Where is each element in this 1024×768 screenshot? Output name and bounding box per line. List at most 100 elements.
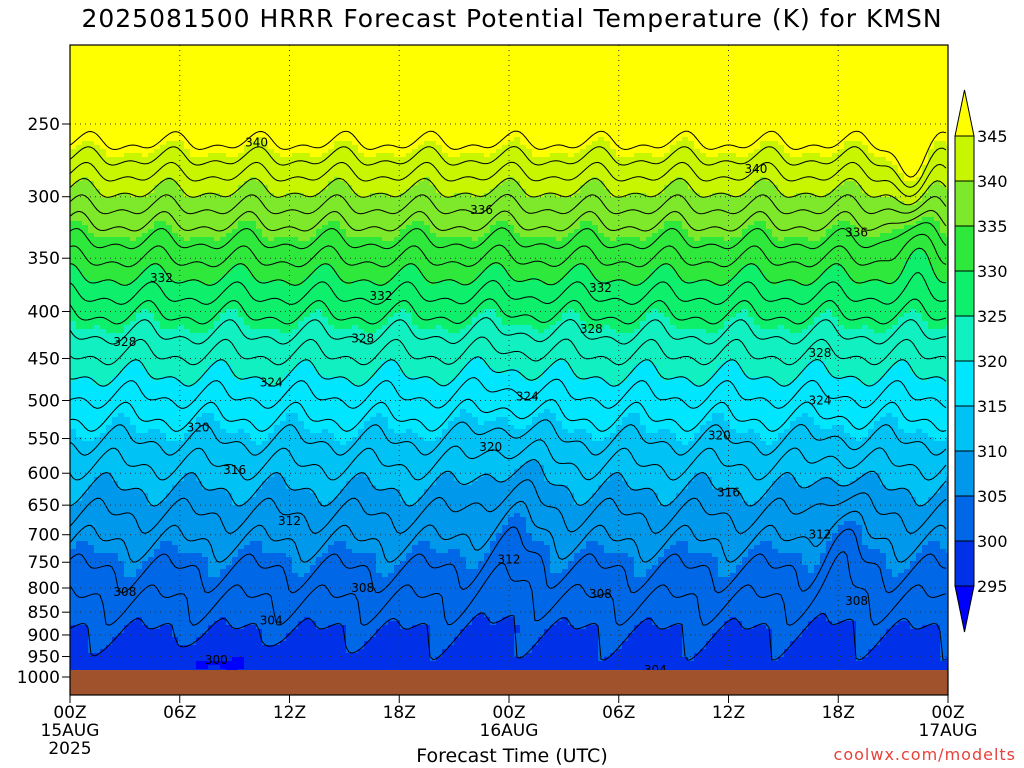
fill-cell (460, 409, 467, 486)
fill-cell (430, 45, 437, 142)
y-tick-label: 500 (28, 392, 60, 412)
fill-cell (460, 485, 467, 558)
fill-cell (226, 625, 233, 662)
colorbar-band (954, 315, 975, 362)
fill-cell (922, 433, 929, 506)
fill-cell (202, 285, 209, 334)
fill-cell (334, 329, 341, 378)
fill-cell (358, 237, 365, 282)
fill-cell (328, 325, 335, 378)
fill-cell (682, 181, 689, 230)
fill-cell (538, 541, 545, 638)
fill-cell (838, 149, 845, 186)
fill-cell (154, 381, 161, 430)
fill-cell (160, 433, 167, 502)
fill-cell (730, 153, 737, 198)
fill-cell (772, 441, 779, 482)
fill-cell (670, 433, 677, 502)
fill-cell (646, 237, 653, 278)
fill-cell (184, 329, 191, 386)
fill-cell (946, 385, 948, 438)
fill-cell (568, 625, 575, 695)
fill-cell (148, 377, 155, 430)
fill-cell (340, 141, 347, 182)
fill-cell (160, 377, 167, 434)
fill-cell (196, 417, 203, 482)
fill-cell (274, 425, 281, 474)
fill-cell (442, 385, 449, 430)
fill-cell (118, 489, 125, 562)
fill-cell (898, 201, 905, 230)
fill-cell (946, 553, 948, 658)
fill-cell (496, 149, 503, 186)
fill-cell (136, 277, 143, 314)
fill-cell (790, 237, 797, 282)
fill-cell (850, 329, 857, 378)
fill-cell (346, 45, 353, 142)
fill-cell (658, 377, 665, 430)
fill-cell (754, 625, 761, 695)
y-tick-label: 850 (28, 603, 60, 623)
fill-cell (142, 197, 149, 234)
fill-cell (364, 281, 371, 334)
fill-cell (526, 281, 533, 326)
fill-cell (658, 265, 665, 314)
fill-cell (406, 377, 413, 430)
fill-cell (340, 445, 347, 490)
fill-cell (286, 633, 293, 695)
fill-cell (112, 197, 119, 238)
fill-cell (898, 429, 905, 490)
fill-cell (328, 501, 335, 546)
fill-cell (766, 181, 773, 230)
fill-cell (862, 325, 869, 386)
fill-cell (262, 329, 269, 382)
fill-cell (202, 413, 209, 490)
fill-cell (592, 225, 599, 278)
fill-cell (784, 45, 791, 154)
fill-cell (478, 425, 485, 478)
fill-cell (700, 329, 707, 386)
fill-cell (436, 437, 443, 478)
fill-cell (118, 237, 125, 286)
fill-cell (292, 573, 299, 630)
fill-cell (400, 269, 407, 310)
fill-cell (166, 441, 173, 494)
fill-cell (850, 225, 857, 282)
fill-cell (484, 157, 491, 194)
fill-cell (640, 425, 647, 490)
fill-cell (754, 545, 761, 626)
fill-cell (772, 481, 779, 550)
fill-cell (880, 197, 887, 234)
fill-cell (130, 425, 137, 490)
fill-cell (892, 577, 899, 626)
fill-cell (562, 429, 569, 486)
fill-cell (118, 413, 125, 490)
contour-label: 304 (260, 614, 283, 628)
fill-cell (502, 221, 509, 270)
fill-cell (820, 45, 827, 158)
fill-cell (928, 437, 935, 498)
fill-cell (370, 193, 377, 238)
fill-cell (670, 45, 677, 146)
fill-cell (76, 437, 83, 502)
fill-cell (376, 193, 383, 238)
fill-cell (910, 181, 917, 206)
fill-cell (538, 197, 545, 238)
fill-cell (562, 617, 569, 695)
fill-cell (418, 329, 425, 378)
fill-cell (754, 325, 761, 378)
fill-cell (70, 381, 77, 430)
fill-cell (82, 493, 89, 542)
fill-cell (298, 241, 305, 286)
fill-cell (574, 45, 581, 154)
fill-cell (370, 637, 377, 695)
fill-cell (892, 165, 899, 198)
fill-cell (94, 281, 101, 326)
fill-cell (202, 333, 209, 374)
fill-cell (292, 285, 299, 330)
fill-cell (934, 493, 941, 542)
fill-cell (640, 489, 647, 578)
fill-cell (250, 221, 257, 278)
fill-cell (364, 333, 371, 382)
fill-cell (172, 181, 179, 234)
